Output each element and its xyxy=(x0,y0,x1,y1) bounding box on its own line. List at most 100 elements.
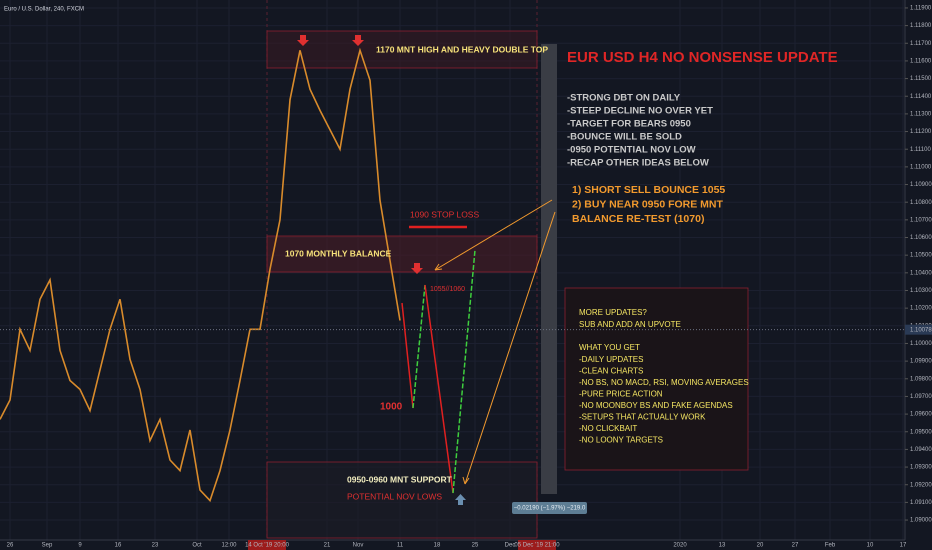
point: -TARGET FOR BEARS 0950 xyxy=(567,119,691,130)
change-badge xyxy=(512,502,587,514)
y-tick-label: 1.09700 xyxy=(910,394,932,400)
y-tick-label: 1.10500 xyxy=(910,253,932,259)
x-tick-label: 13 xyxy=(719,543,726,549)
price-axis xyxy=(905,0,932,540)
y-tick-label: 1.11000 xyxy=(910,164,932,170)
zone-label: 0950-0960 MNT SUPPORT xyxy=(347,474,453,484)
plan: BALANCE RE-TEST (1070) xyxy=(572,213,704,225)
promo-heading: WHAT YOU GET xyxy=(579,343,640,352)
x-tick-label: 12:00 xyxy=(221,543,237,549)
projection-down xyxy=(401,302,414,409)
down-arrow xyxy=(411,263,423,274)
plan: 2) BUY NEAR 0950 FORE MNT xyxy=(572,198,724,210)
x-tick-label: 20 xyxy=(757,543,764,549)
y-tick-label: 1.10200 xyxy=(910,306,932,312)
point: -BOUNCE WILL BE SOLD xyxy=(567,132,682,143)
time-marker-label: 05 Dec '19 21:00 xyxy=(514,543,560,549)
stop-loss: 1090 STOP LOSS xyxy=(410,209,479,219)
time-marker-badge xyxy=(518,540,556,550)
price-line xyxy=(0,47,401,503)
zone-label: 1070 MONTHLY BALANCE xyxy=(285,248,392,258)
promo-box xyxy=(564,287,749,471)
x-tick-label: Oct xyxy=(192,543,202,549)
grid xyxy=(0,0,905,540)
y-tick-label: 1.11100 xyxy=(910,147,931,153)
headline: EUR USD H4 NO NONSENSE UPDATE xyxy=(567,49,838,66)
x-tick-label: Sep xyxy=(42,543,53,549)
target: 1000 xyxy=(380,402,403,413)
arrow xyxy=(434,199,553,271)
current-price: 1.10078 xyxy=(910,327,932,333)
point: -RECAP OTHER IDEAS BELOW xyxy=(567,158,709,169)
plan: 1) SHORT SELL BOUNCE 1055 xyxy=(572,184,725,196)
y-tick-label: 1.11900 xyxy=(910,6,932,12)
x-tick-label: 17 xyxy=(900,543,907,549)
y-tick-label: 1.09800 xyxy=(910,376,932,382)
top-zone-box xyxy=(266,30,538,69)
y-tick-label: 1.10800 xyxy=(910,200,932,206)
y-tick-label: 1.11800 xyxy=(910,23,932,29)
y-tick-label: 1.10000 xyxy=(910,341,932,347)
current-price-badge xyxy=(905,324,932,335)
y-tick-label: 1.11200 xyxy=(910,129,932,135)
arrow-head xyxy=(434,263,443,271)
x-tick-label: Feb xyxy=(825,543,836,549)
y-tick-label: 1.10600 xyxy=(910,235,932,241)
point: -STEEP DECLINE NO OVER YET xyxy=(567,106,713,117)
y-tick-label: 1.09200 xyxy=(910,482,932,488)
y-tick-label: 1.11600 xyxy=(910,59,932,65)
x-tick-label: 18 xyxy=(434,543,441,549)
x-tick-label: 27 xyxy=(792,543,799,549)
symbol: Euro / U.S. Dollar, 240, FXCM xyxy=(4,7,84,13)
plot xyxy=(0,47,905,503)
support-zone-box xyxy=(266,461,538,539)
y-tick-label: 1.09600 xyxy=(910,412,932,418)
up-arrow xyxy=(455,494,466,505)
time-marker-badge xyxy=(248,540,286,550)
promo-heading: SUB AND ADD AN UPVOTE xyxy=(579,320,681,329)
y-tick-label: 1.11400 xyxy=(910,94,932,100)
y-tick-label: 1.09300 xyxy=(910,465,932,471)
down-arrow xyxy=(297,35,309,46)
x-tick-label: Dec xyxy=(505,543,516,549)
x-tick-label: 25 xyxy=(472,543,479,549)
zone-label: 1170 MNT HIGH AND HEAVY DOUBLE TOP xyxy=(376,44,548,54)
down-arrow xyxy=(352,35,364,46)
promo-item: -SETUPS THAT ACTUALLY WORK xyxy=(579,413,706,422)
projection-up xyxy=(412,284,426,409)
point: -STRONG DBT ON DAILY xyxy=(567,93,681,104)
y-tick-label: 1.10700 xyxy=(910,217,932,223)
y-tick-label: 1.11500 xyxy=(910,76,932,82)
balance-zone-box xyxy=(266,235,538,273)
x-tick-label: 26 xyxy=(7,543,14,549)
x-tick-label: Nov xyxy=(353,543,364,549)
x-tick-label: 11 xyxy=(397,543,404,549)
y-tick-label: 1.09100 xyxy=(910,500,932,506)
y-tick-label: 1.09000 xyxy=(910,518,932,524)
y-tick-label: 1.09500 xyxy=(910,429,932,435)
y-tick-label: 1.11700 xyxy=(910,41,932,47)
projection-down xyxy=(424,284,454,494)
point: -0950 POTENTIAL NOV LOW xyxy=(567,145,696,156)
zone-note: POTENTIAL NOV LOWS xyxy=(347,491,442,501)
promo-item: -PURE PRICE ACTION xyxy=(579,390,663,399)
promo-item: -NO BS, NO MACD, RSI, MOVING AVERAGES xyxy=(579,378,749,387)
y-tick-label: 1.11300 xyxy=(910,111,932,117)
y-tick-label: 1.10900 xyxy=(910,182,932,188)
promo-item: -NO MOONBOY BS AND FAKE AGENDAS xyxy=(579,401,733,410)
promo-item: -DAILY UPDATES xyxy=(579,355,643,364)
arrow xyxy=(464,211,556,485)
promo-item: -CLEAN CHARTS xyxy=(579,367,643,376)
y-tick-label: 1.09400 xyxy=(910,447,932,453)
x-tick-label: 21 xyxy=(324,543,331,549)
y-tick-label: 1.10300 xyxy=(910,288,932,294)
y-tick-label: 1.10400 xyxy=(910,270,932,276)
promo-item: -NO CLICKBAIT xyxy=(579,424,637,433)
projection-up xyxy=(452,249,476,494)
x-tick-label: 23 xyxy=(152,543,159,549)
time-marker-label: 14 Oct '19 20:00 xyxy=(245,543,290,549)
arrow-head xyxy=(462,476,470,485)
y-tick-label: 1.09900 xyxy=(910,359,932,365)
promo-heading: MORE UPDATES? xyxy=(579,308,647,317)
